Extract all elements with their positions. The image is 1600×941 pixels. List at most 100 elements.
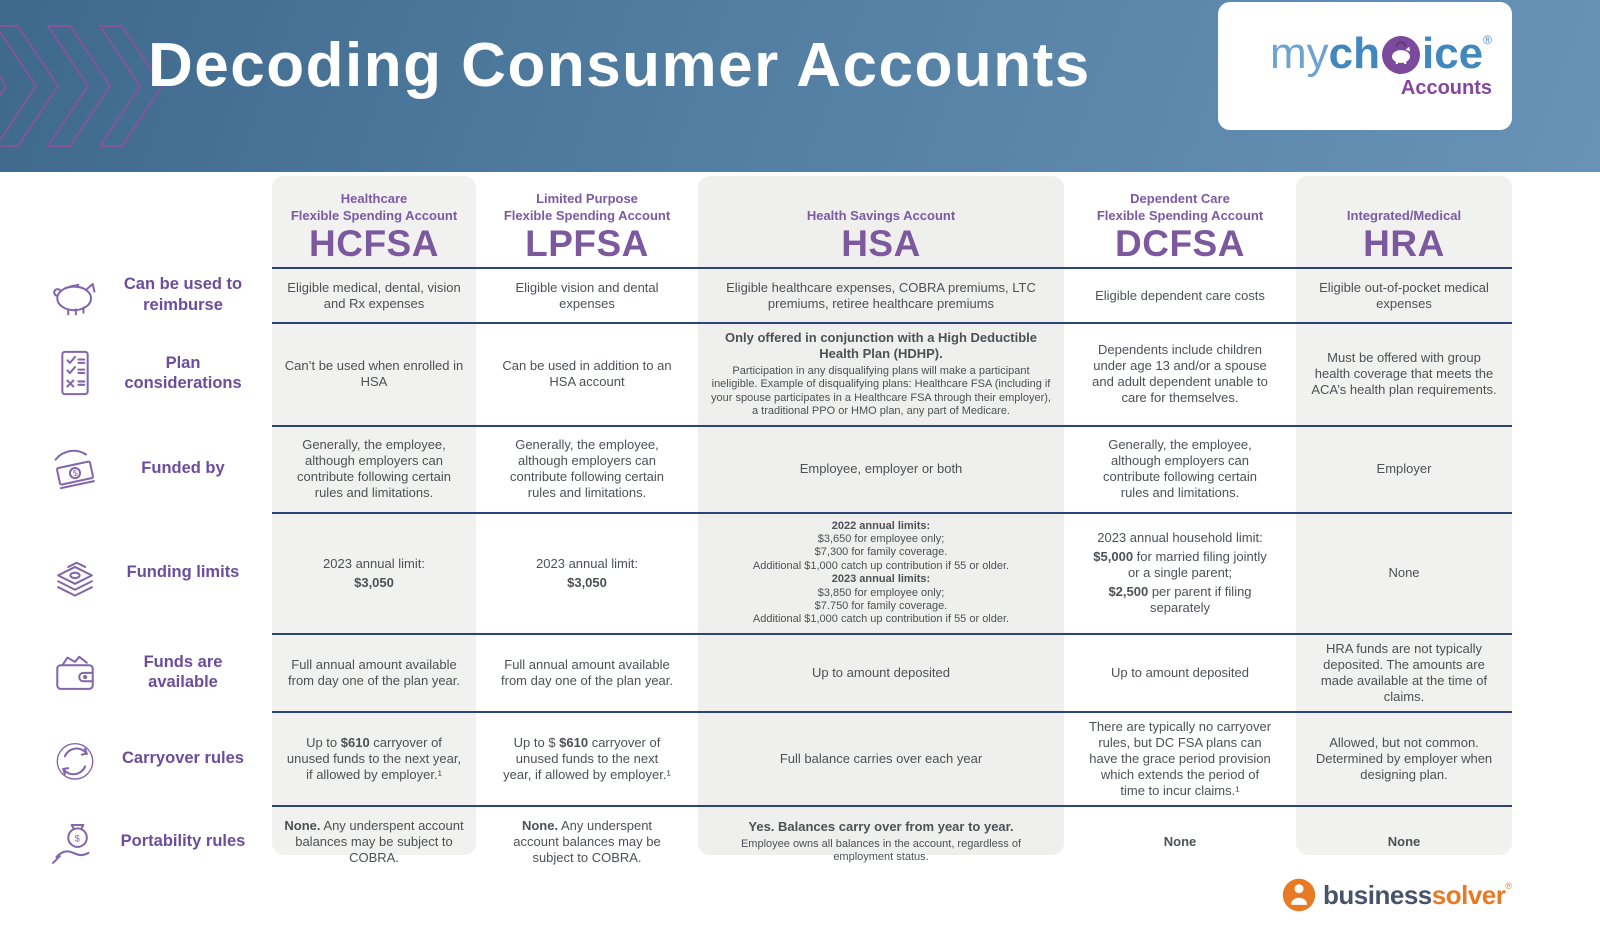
cell-hcfsa-row1: Eligible medical, dental, vision and Rx … bbox=[287, 279, 461, 311]
cell-hra-row7: None bbox=[1387, 833, 1421, 849]
svg-text:$: $ bbox=[75, 833, 80, 843]
column-header-hra: Integrated/Medical HRA bbox=[1296, 176, 1512, 267]
cell-hsa-row5: Up to amount deposited bbox=[811, 664, 951, 680]
row-label: Funds are available bbox=[143, 652, 223, 691]
cell-lpfsa-row6: Up to $ $610 carryover of unused funds t… bbox=[503, 734, 671, 782]
cell-lpfsa-row1: Eligible vision and dental expenses bbox=[515, 279, 659, 311]
column-acronym: HSA bbox=[841, 223, 921, 265]
registered-mark: ® bbox=[1483, 33, 1492, 47]
cell-hra-row4: None bbox=[1388, 565, 1420, 581]
cell-hsa-row4: 2022 annual limits: $3,650 for employee o… bbox=[752, 519, 1010, 626]
table-row: Can be used to reimburse Eligible medical… bbox=[0, 267, 1512, 322]
carryover-arrows-icon bbox=[56, 742, 94, 780]
column-subtitle: Dependent Care Flexible Spending Account bbox=[1096, 191, 1264, 224]
businessolver-icon bbox=[1282, 878, 1316, 912]
svg-text:$: $ bbox=[72, 468, 79, 479]
row-label: Plan considerations bbox=[124, 354, 242, 393]
row-label-cell: $ Funded by bbox=[0, 425, 272, 512]
cell-hcfsa-row3: Generally, the employee, although employ… bbox=[297, 437, 451, 501]
registered-mark: ® bbox=[1505, 881, 1512, 891]
column-acronym: LPFSA bbox=[525, 223, 649, 265]
cell-lpfsa-row4: 2023 annual limit: $3,050 bbox=[536, 555, 638, 590]
cell-hra-row2: Must be offered with group health covera… bbox=[1311, 350, 1497, 398]
brand-text-business: business bbox=[1323, 879, 1432, 910]
cell-lpfsa-row2: Can be used in addition to an HSA accoun… bbox=[502, 358, 672, 390]
cell-hra-row3: Employer bbox=[1376, 461, 1432, 477]
row-label: Carryover rules bbox=[122, 748, 244, 767]
cell-hcfsa-row7: None. Any underspent account balances ma… bbox=[284, 817, 464, 865]
cell-hra-row5: HRA funds are not typically deposited. T… bbox=[1320, 640, 1488, 704]
cell-hcfsa-row4: 2023 annual limit: $3,050 bbox=[323, 555, 425, 590]
cell-hcfsa-row6: Up to $610 carryover of unused funds to … bbox=[286, 734, 462, 782]
column-headers-row: Healthcare Flexible Spending Account HCFSA… bbox=[272, 176, 1512, 267]
cell-dcfsa-row1: Eligible dependent care costs bbox=[1095, 287, 1265, 303]
column-header-lpfsa: Limited Purpose Flexible Spending Account… bbox=[488, 176, 686, 267]
cell-hsa-row3: Employee, employer or both bbox=[799, 461, 963, 477]
row-label-cell: $ Portability rules bbox=[0, 805, 272, 877]
logo-text-ch: ch bbox=[1328, 29, 1380, 78]
row-label-cell: Plan considerations bbox=[0, 322, 272, 425]
cell-hra-row6: Allowed, but not common. Determined by e… bbox=[1315, 734, 1493, 782]
cell-dcfsa-row4: 2023 annual household limit: $5,000 for m… bbox=[1093, 530, 1267, 616]
cell-dcfsa-row7: None bbox=[1163, 833, 1197, 849]
cell-dcfsa-row5: Up to amount deposited bbox=[1110, 664, 1250, 680]
money-bag-hand-icon: $ bbox=[52, 823, 90, 864]
row-cells: Up to $610 carryover of unused funds to … bbox=[272, 710, 1512, 805]
cell-hsa-row1: Eligible healthcare expenses, COBRA prem… bbox=[726, 279, 1036, 311]
wallet-icon bbox=[56, 655, 94, 690]
table-body: Can be used to reimburse Eligible medical… bbox=[0, 267, 1512, 877]
row-label: Portability rules bbox=[120, 831, 246, 850]
row-label-cell: Can be used to reimburse bbox=[0, 267, 272, 322]
column-subtitle: Health Savings Account bbox=[806, 208, 956, 224]
row-label-cell: Funds are available bbox=[0, 633, 272, 711]
logo-text-accounts: Accounts bbox=[1400, 77, 1492, 99]
money-bill-icon: $ bbox=[54, 449, 95, 490]
table-row: $ Portability rules None. Any underspent … bbox=[0, 804, 1512, 877]
cell-hsa-row2: Only offered in conjunction with a High … bbox=[711, 330, 1051, 418]
cell-lpfsa-row5: Full annual amount available from day on… bbox=[501, 656, 673, 688]
row-cells: None. Any underspent account balances ma… bbox=[272, 804, 1512, 877]
cell-dcfsa-row3: Generally, the employee, although employ… bbox=[1103, 437, 1257, 501]
cell-hsa-row7: Yes. Balances carry over from year to ye… bbox=[740, 818, 1022, 864]
row-label: Can be used to reimburse bbox=[123, 275, 243, 314]
row-cells: Full annual amount available from day on… bbox=[272, 632, 1512, 711]
table-row: Funding limits 2023 annual limit: $3,050 20… bbox=[0, 511, 1512, 633]
brand-text-solver: solver bbox=[1431, 879, 1506, 910]
row-label: Funding limits bbox=[126, 563, 240, 582]
column-subtitle: Integrated/Medical bbox=[1346, 208, 1462, 224]
cell-lpfsa-row7: None. Any underspent account balances ma… bbox=[513, 817, 661, 865]
row-cells: Can’t be used when enrolled in HSA Can be… bbox=[272, 322, 1512, 425]
cell-hsa-row6: Full balance carries over each year bbox=[779, 750, 983, 766]
logo-text-my: my bbox=[1269, 29, 1329, 78]
page-title: Decoding Consumer Accounts bbox=[148, 31, 1091, 100]
cash-stack-icon bbox=[57, 561, 93, 597]
table-row: Funds are available Full annual amount av… bbox=[0, 632, 1512, 711]
row-cells: Generally, the employee, although employ… bbox=[272, 424, 1512, 512]
table-row: $ Funded by Generally, the employee, alth… bbox=[0, 424, 1512, 512]
column-acronym: HRA bbox=[1363, 223, 1445, 265]
column-background-hra bbox=[1296, 176, 1512, 855]
mychoice-logo: my ch ice ® Accounts bbox=[1218, 2, 1512, 130]
chevrons-decoration bbox=[0, 25, 164, 147]
row-cells: 2023 annual limit: $3,050 2023 annual limi… bbox=[272, 511, 1512, 633]
column-header-hsa: Health Savings Account HSA bbox=[698, 176, 1064, 267]
cell-dcfsa-row6: There are typically no carryover rules, … bbox=[1088, 718, 1272, 798]
column-background-hsa bbox=[698, 176, 1064, 855]
column-subtitle: Limited Purpose Flexible Spending Account bbox=[503, 191, 671, 224]
cell-hcfsa-row5: Full annual amount available from day on… bbox=[288, 656, 460, 688]
column-background-hcfsa bbox=[272, 176, 476, 855]
cell-dcfsa-row2: Dependents include children under age 13… bbox=[1092, 342, 1268, 406]
column-acronym: HCFSA bbox=[309, 223, 439, 265]
piggy-bank-icon bbox=[53, 282, 96, 315]
logo-text-ice: ice bbox=[1421, 29, 1484, 78]
column-header-hcfsa: Healthcare Flexible Spending Account HCFSA bbox=[272, 176, 476, 267]
row-cells: Eligible medical, dental, vision and Rx … bbox=[272, 267, 1512, 322]
checklist-icon bbox=[61, 351, 89, 396]
column-header-dcfsa: Dependent Care Flexible Spending Account D… bbox=[1076, 176, 1284, 267]
column-subtitle: Healthcare Flexible Spending Account bbox=[290, 191, 458, 224]
cell-hcfsa-row2: Can’t be used when enrolled in HSA bbox=[284, 358, 464, 390]
table-row: Plan considerations Can’t be used when en… bbox=[0, 322, 1512, 425]
cell-lpfsa-row3: Generally, the employee, although employ… bbox=[510, 437, 664, 501]
piggy-bank-logo-icon bbox=[1381, 36, 1420, 74]
